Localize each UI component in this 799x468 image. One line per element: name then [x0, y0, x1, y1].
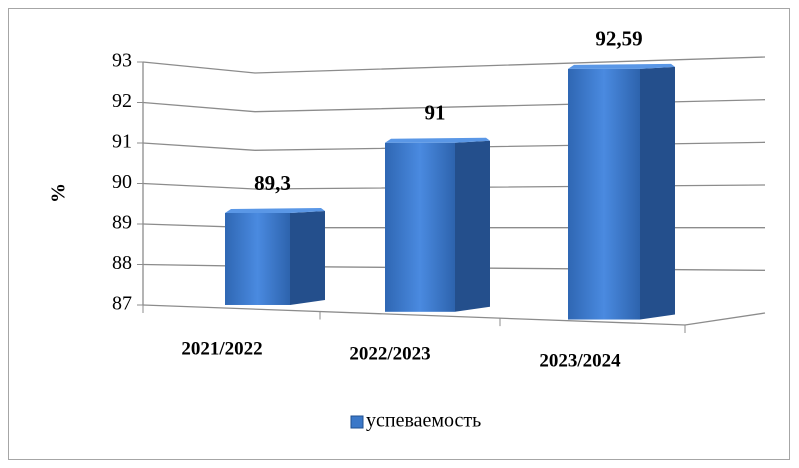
- y-tick-label: 91: [112, 131, 132, 153]
- y-tick-label: 87: [112, 293, 132, 315]
- y-tick-label: 88: [112, 252, 132, 274]
- grid-line: [142, 56, 766, 74]
- bar: [225, 207, 325, 305]
- y-tick-label: 89: [112, 212, 132, 234]
- legend-swatch: [350, 415, 364, 429]
- bar-top: [225, 207, 325, 213]
- bar-front: [568, 68, 640, 320]
- bar-side: [640, 66, 675, 320]
- legend-label: успеваемость: [366, 410, 481, 432]
- bar-front: [225, 212, 290, 305]
- bar-top: [568, 63, 675, 69]
- bar-front: [385, 142, 455, 312]
- value-label: 89,3: [254, 171, 291, 195]
- y-tick-label: 93: [112, 50, 132, 72]
- bar-side: [455, 140, 490, 312]
- bar-top: [385, 137, 490, 143]
- value-label: 92,59: [595, 27, 642, 51]
- bar-side: [290, 210, 325, 305]
- y-tick-label: 92: [112, 90, 132, 112]
- y-tick-label: 90: [112, 171, 132, 193]
- bar: [385, 137, 490, 312]
- bar: [568, 63, 675, 320]
- value-label: 91: [425, 101, 446, 125]
- x-tick-label: 2021/2022: [181, 338, 262, 359]
- x-tick-label: 2022/2023: [349, 343, 430, 364]
- x-tick-label: 2023/2024: [539, 350, 621, 371]
- y-axis-label: %: [48, 183, 70, 203]
